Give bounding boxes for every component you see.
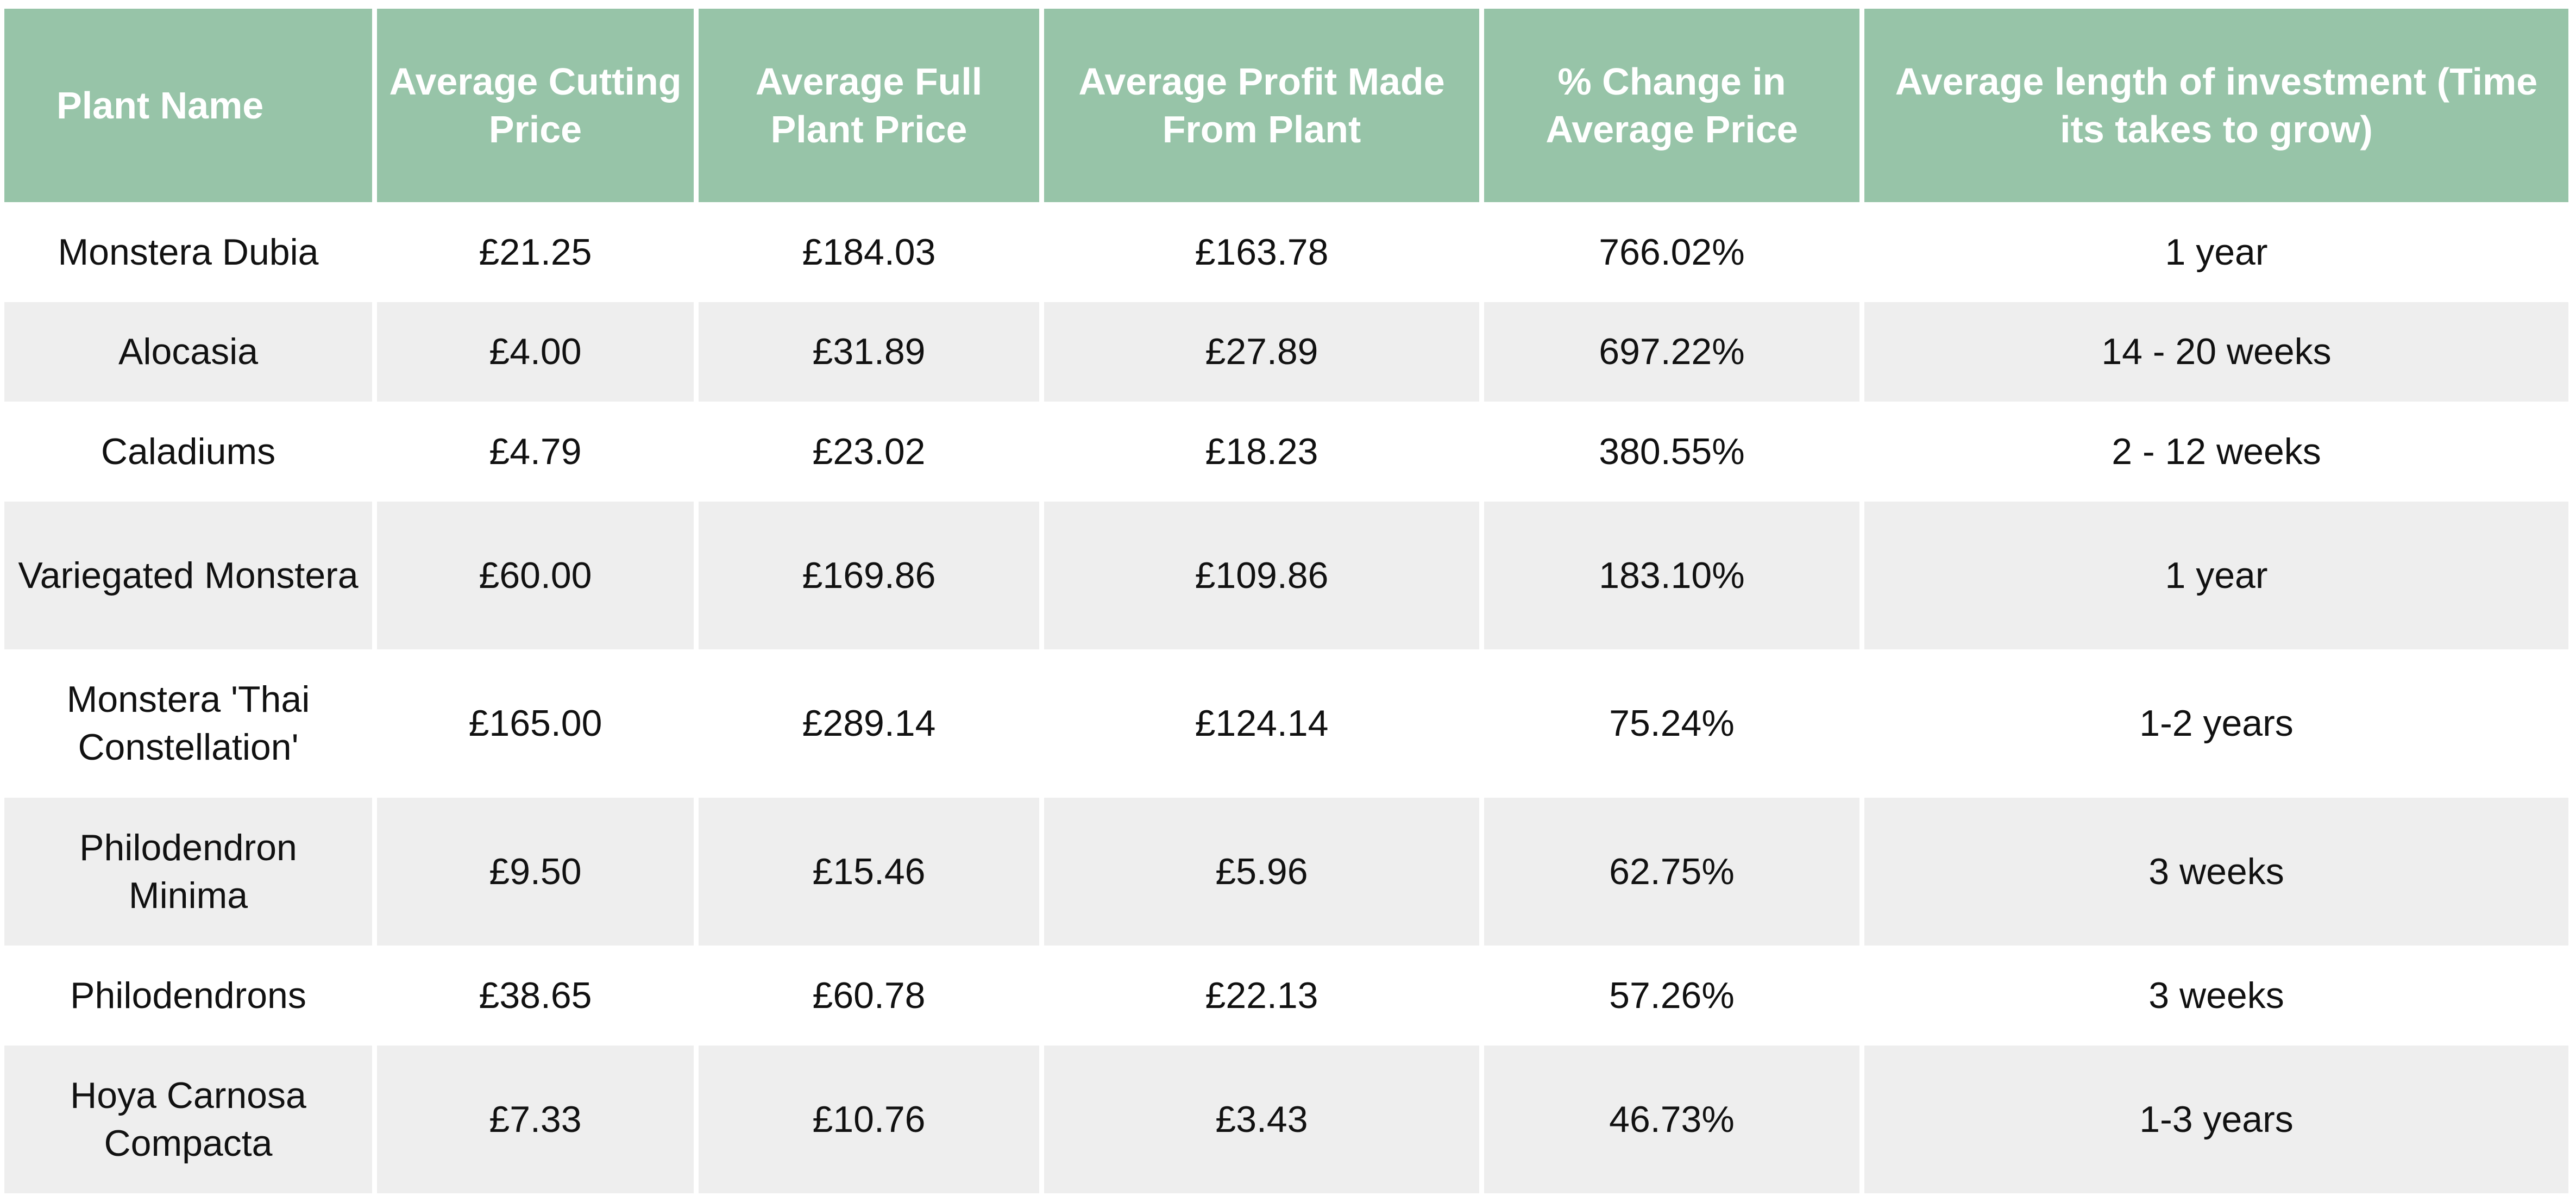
profit-cell: £22.13 bbox=[1044, 945, 1484, 1046]
cutting-price-cell: £4.79 bbox=[377, 402, 699, 502]
plant-name-cell: Philodendron Minima bbox=[4, 797, 377, 946]
investment-length-cell: 2 - 12 weeks bbox=[1864, 402, 2568, 502]
percent-change-cell: 57.26% bbox=[1484, 945, 1864, 1046]
cutting-price-cell: £165.00 bbox=[377, 649, 699, 798]
plant-name-cell: Monstera Dubia bbox=[4, 202, 377, 302]
plant-name-cell: Philodendrons bbox=[4, 945, 377, 1046]
full-plant-price-cell: £15.46 bbox=[699, 797, 1044, 946]
plant-price-table-container: Plant Name Average Cutting Price Average… bbox=[4, 9, 2568, 1193]
percent-change-cell: 697.22% bbox=[1484, 302, 1864, 402]
investment-length-cell: 1 year bbox=[1864, 202, 2568, 302]
table-body: Monstera Dubia £21.25 £184.03 £163.78 766.02… bbox=[4, 202, 2568, 1193]
plant-name-cell: Alocasia bbox=[4, 302, 377, 402]
header-plant-name: Plant Name bbox=[4, 9, 377, 202]
percent-change-cell: 380.55% bbox=[1484, 402, 1864, 502]
header-average-profit: Average Profit Made From Plant bbox=[1044, 9, 1484, 202]
header-percent-change: % Change in Average Price bbox=[1484, 9, 1864, 202]
investment-length-cell: 3 weeks bbox=[1864, 945, 2568, 1046]
cutting-price-cell: £4.00 bbox=[377, 302, 699, 402]
cutting-price-cell: £60.00 bbox=[377, 501, 699, 650]
header-row: Plant Name Average Cutting Price Average… bbox=[4, 9, 2568, 202]
profit-cell: £124.14 bbox=[1044, 649, 1484, 798]
full-plant-price-cell: £10.76 bbox=[699, 1045, 1044, 1193]
percent-change-cell: 766.02% bbox=[1484, 202, 1864, 302]
table-row: Variegated Monstera £60.00 £169.86 £109.86 1… bbox=[4, 501, 2568, 650]
table-row: Alocasia £4.00 £31.89 £27.89 697.22% 14 - 20 … bbox=[4, 302, 2568, 402]
plant-price-table: Plant Name Average Cutting Price Average… bbox=[4, 9, 2568, 1193]
profit-cell: £3.43 bbox=[1044, 1045, 1484, 1193]
investment-length-cell: 1-2 years bbox=[1864, 649, 2568, 798]
plant-name-cell: Variegated Monstera bbox=[4, 501, 377, 650]
table-row: Philodendrons £38.65 £60.78 £22.13 57.26% 3 w… bbox=[4, 945, 2568, 1046]
profit-cell: £163.78 bbox=[1044, 202, 1484, 302]
table-row: Hoya Carnosa Compacta £7.33 £10.76 £3.43 46.… bbox=[4, 1045, 2568, 1193]
full-plant-price-cell: £23.02 bbox=[699, 402, 1044, 502]
full-plant-price-cell: £169.86 bbox=[699, 501, 1044, 650]
table-row: Caladiums £4.79 £23.02 £18.23 380.55% 2 - 12 … bbox=[4, 402, 2568, 502]
profit-cell: £5.96 bbox=[1044, 797, 1484, 946]
header-average-cutting-price: Average Cutting Price bbox=[377, 9, 699, 202]
table-row: Monstera Dubia £21.25 £184.03 £163.78 766.02… bbox=[4, 202, 2568, 302]
table-row: Philodendron Minima £9.50 £15.46 £5.96 62.75… bbox=[4, 797, 2568, 946]
cutting-price-cell: £21.25 bbox=[377, 202, 699, 302]
full-plant-price-cell: £60.78 bbox=[699, 945, 1044, 1046]
investment-length-cell: 14 - 20 weeks bbox=[1864, 302, 2568, 402]
full-plant-price-cell: £184.03 bbox=[699, 202, 1044, 302]
investment-length-cell: 1-3 years bbox=[1864, 1045, 2568, 1193]
cutting-price-cell: £9.50 bbox=[377, 797, 699, 946]
plant-name-cell: Monstera 'Thai Constellation' bbox=[4, 649, 377, 798]
profit-cell: £27.89 bbox=[1044, 302, 1484, 402]
profit-cell: £18.23 bbox=[1044, 402, 1484, 502]
percent-change-cell: 75.24% bbox=[1484, 649, 1864, 798]
header-average-length-of-investment: Average length of investment (Time its t… bbox=[1864, 9, 2568, 202]
header-average-full-plant-price: Average Full Plant Price bbox=[699, 9, 1044, 202]
full-plant-price-cell: £289.14 bbox=[699, 649, 1044, 798]
percent-change-cell: 62.75% bbox=[1484, 797, 1864, 946]
table-row: Monstera 'Thai Constellation' £165.00 £289… bbox=[4, 649, 2568, 798]
percent-change-cell: 46.73% bbox=[1484, 1045, 1864, 1193]
investment-length-cell: 3 weeks bbox=[1864, 797, 2568, 946]
profit-cell: £109.86 bbox=[1044, 501, 1484, 650]
full-plant-price-cell: £31.89 bbox=[699, 302, 1044, 402]
investment-length-cell: 1 year bbox=[1864, 501, 2568, 650]
plant-name-cell: Hoya Carnosa Compacta bbox=[4, 1045, 377, 1193]
cutting-price-cell: £38.65 bbox=[377, 945, 699, 1046]
cutting-price-cell: £7.33 bbox=[377, 1045, 699, 1193]
plant-name-cell: Caladiums bbox=[4, 402, 377, 502]
percent-change-cell: 183.10% bbox=[1484, 501, 1864, 650]
